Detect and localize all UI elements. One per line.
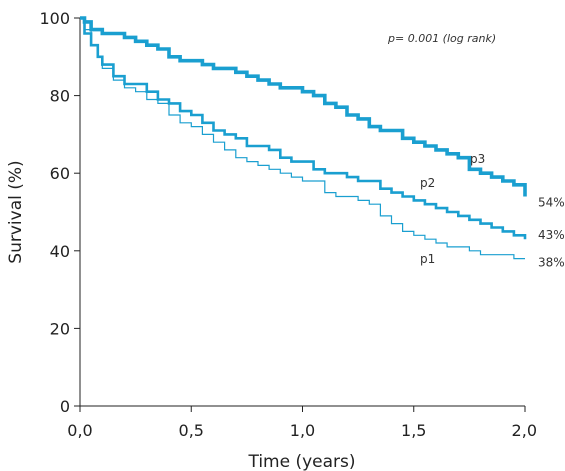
x-axis-title: Time (years) <box>247 452 355 471</box>
y-tick-label: 80 <box>50 87 70 106</box>
series-line-p3 <box>80 16 527 197</box>
series-group: p1 38% p2 43% p3 54% <box>80 16 565 270</box>
series-line-p2 <box>80 16 527 240</box>
y-tick-label: 40 <box>50 242 70 261</box>
y-tick-label: 0 <box>60 397 70 416</box>
significance-annotation: p= 0.001 (log rank) <box>387 32 496 45</box>
series-label-p2: p2 <box>420 176 435 190</box>
y-axis-title: Survival (%) <box>6 160 26 263</box>
series-line-p1 <box>80 17 525 260</box>
y-ticks: 0 20 40 60 80 100 <box>39 9 80 416</box>
x-tick-label: 2,0 <box>512 421 537 440</box>
x-tick-label: 0,5 <box>179 421 204 440</box>
y-tick-label: 100 <box>39 9 70 28</box>
end-label-p2: 43% <box>538 228 565 242</box>
x-ticks: 0,0 0,5 1,0 1,5 2,0 <box>67 406 537 440</box>
x-tick-label: 1,5 <box>401 421 426 440</box>
x-tick-label: 1,0 <box>290 421 315 440</box>
y-tick-label: 60 <box>50 164 70 183</box>
end-label-p3: 54% <box>538 195 565 209</box>
x-tick-label: 0,0 <box>67 421 92 440</box>
series-label-p1: p1 <box>420 252 435 266</box>
y-tick-label: 20 <box>50 319 70 338</box>
end-label-p1: 38% <box>538 256 565 270</box>
series-label-p3: p3 <box>470 152 485 166</box>
